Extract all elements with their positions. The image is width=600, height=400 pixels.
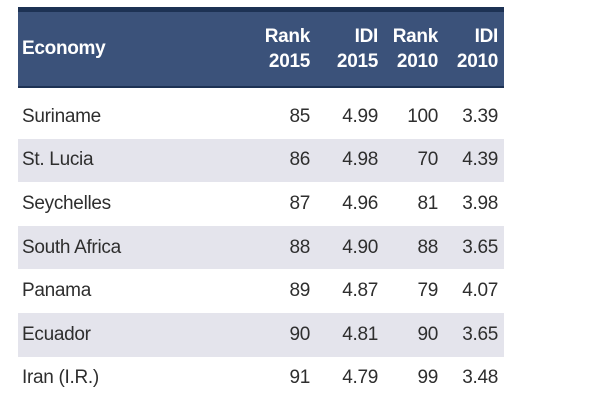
- table-body: Suriname 85 4.99 100 3.39 St. Lucia 86 4…: [18, 95, 504, 400]
- cell-economy: Suriname: [22, 105, 101, 127]
- table-row: Panama 89 4.87 79 4.07: [18, 269, 504, 313]
- cell-rank-2015: 91: [289, 367, 310, 389]
- cell-economy: Panama: [22, 280, 91, 302]
- cell-idi-2015: 4.98: [342, 149, 378, 171]
- cell-economy: Ecuador: [22, 323, 91, 345]
- cell-idi-2015: 4.90: [342, 236, 378, 258]
- header-cell-idi-2010: IDI 2010: [438, 24, 498, 74]
- header-cell-rank-2010-line2: 2010: [396, 51, 438, 72]
- idi-rankings-table: Economy Rank 2015 IDI 2015 Rank 2010 IDI…: [18, 7, 504, 400]
- table-row: Suriname 85 4.99 100 3.39: [18, 95, 504, 139]
- cell-idi-2010: 3.65: [462, 236, 498, 258]
- cell-rank-2015: 86: [289, 149, 310, 171]
- cell-rank-2015: 90: [289, 323, 310, 345]
- table-row: Seychelles 87 4.96 81 3.98: [18, 182, 504, 226]
- cell-rank-2015: 89: [289, 280, 310, 302]
- cell-economy: Seychelles: [22, 192, 111, 214]
- header-cell-idi-2015-line2: 2015: [336, 51, 378, 72]
- header-cell-rank-2015-line2: 2015: [268, 51, 310, 72]
- cell-idi-2015: 4.81: [342, 323, 378, 345]
- header-cell-idi-2010-line1: IDI: [474, 26, 499, 47]
- cell-rank-2015: 85: [289, 105, 310, 127]
- cell-idi-2010: 4.39: [462, 149, 498, 171]
- cell-economy: St. Lucia: [22, 149, 94, 171]
- cell-idi-2015: 4.96: [342, 192, 378, 214]
- header-cell-idi-2015: IDI 2015: [310, 24, 378, 74]
- header-cell-rank-2015: Rank 2015: [248, 24, 311, 74]
- cell-rank-2015: 87: [289, 192, 310, 214]
- cell-idi-2010: 3.39: [462, 105, 498, 127]
- cell-rank-2010: 88: [417, 236, 438, 258]
- table-header-row: Economy Rank 2015 IDI 2015 Rank 2010 IDI…: [18, 7, 504, 88]
- header-cell-idi-2015-line1: IDI: [354, 26, 379, 47]
- cell-economy: South Africa: [22, 236, 121, 258]
- cell-economy: Iran (I.R.): [22, 367, 99, 389]
- header-cell-rank-2010-line1: Rank: [392, 26, 439, 47]
- cell-idi-2015: 4.99: [342, 105, 378, 127]
- header-cell-economy: Economy: [22, 38, 106, 59]
- cell-idi-2010: 3.48: [462, 367, 498, 389]
- cell-rank-2010: 90: [417, 323, 438, 345]
- cell-rank-2010: 79: [417, 280, 438, 302]
- header-cell-rank-2015-line1: Rank: [264, 26, 311, 47]
- cell-idi-2015: 4.79: [342, 367, 378, 389]
- cell-idi-2010: 3.65: [462, 323, 498, 345]
- cell-idi-2015: 4.87: [342, 280, 378, 302]
- cell-idi-2010: 3.98: [462, 192, 498, 214]
- table-row: St. Lucia 86 4.98 70 4.39: [18, 138, 504, 183]
- table-row: Iran (I.R.) 91 4.79 99 3.48: [18, 357, 504, 400]
- cell-rank-2010: 100: [407, 105, 438, 127]
- header-cell-rank-2010: Rank 2010: [378, 24, 439, 74]
- cell-idi-2010: 4.07: [462, 280, 498, 302]
- cell-rank-2010: 99: [417, 367, 438, 389]
- cell-rank-2010: 81: [417, 192, 438, 214]
- table-row: South Africa 88 4.90 88 3.65: [18, 225, 504, 270]
- header-cell-idi-2010-line2: 2010: [456, 51, 498, 72]
- table-row: Ecuador 90 4.81 90 3.65: [18, 312, 504, 357]
- cell-rank-2010: 70: [417, 149, 438, 171]
- cell-rank-2015: 88: [289, 236, 310, 258]
